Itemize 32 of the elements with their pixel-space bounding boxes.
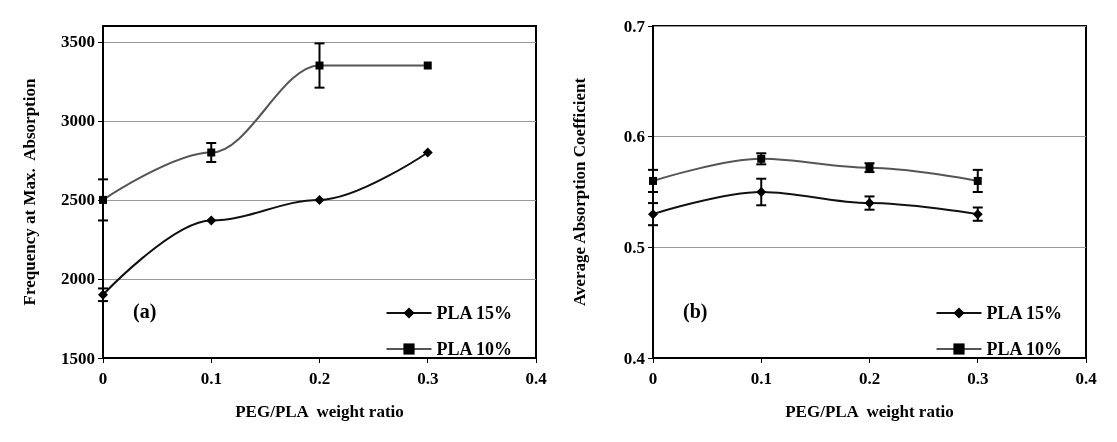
x-tick-label: 0.1 xyxy=(750,369,772,388)
y-tick-label: 0.6 xyxy=(623,127,645,147)
x-axis-title: PEG/PLA weight ratio xyxy=(235,402,404,421)
y-tick-label: 0.7 xyxy=(623,16,646,36)
x-tick-label: 0.4 xyxy=(1075,369,1098,388)
annotation: (b) xyxy=(683,300,708,323)
x-tick-label: 0.3 xyxy=(417,369,439,388)
point xyxy=(314,194,325,205)
x-tick-label: 0.2 xyxy=(308,369,331,388)
legend-label: PLA 15% xyxy=(986,303,1063,323)
y-tick-label: 0.5 xyxy=(623,237,645,257)
x-tick-label: 0.1 xyxy=(200,369,222,388)
x-tick-label: 0.4 xyxy=(525,369,548,388)
y-axis-title: Frequency at Max. Absorption xyxy=(20,78,39,306)
legend-label: PLA 15% xyxy=(436,303,513,323)
y-tick-label: 3500 xyxy=(61,32,95,52)
legend-label: PLA 10% xyxy=(436,339,513,359)
y-tick-label: 1500 xyxy=(61,348,95,368)
y-tick-label: 0.4 xyxy=(623,348,646,368)
y-tick-label: 3000 xyxy=(61,111,95,131)
x-tick-label: 0 xyxy=(648,369,658,388)
point xyxy=(422,147,433,158)
legend-label: PLA 10% xyxy=(986,339,1063,359)
x-tick-label: 0.2 xyxy=(858,369,881,388)
point xyxy=(206,215,217,226)
x-tick-label: 0 xyxy=(98,369,108,388)
x-tick-label: 0.3 xyxy=(967,369,989,388)
y-axis-title: Average Absorption Coefficient xyxy=(570,77,589,307)
annotation: (a) xyxy=(133,300,157,323)
y-tick-label: 2500 xyxy=(61,190,95,210)
y-tick-label: 2000 xyxy=(61,269,95,289)
x-axis-title: PEG/PLA weight ratio xyxy=(785,402,954,421)
